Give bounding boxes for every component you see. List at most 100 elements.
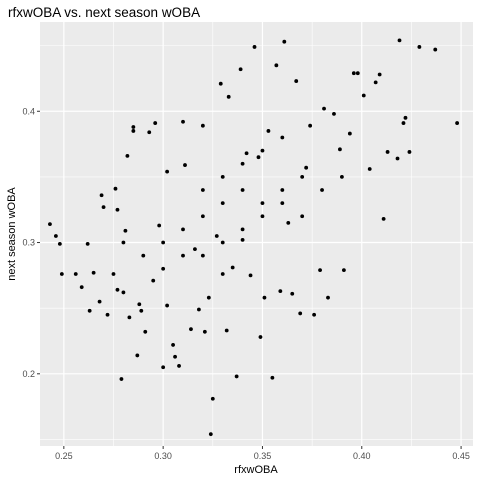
data-point — [220, 201, 225, 206]
data-point — [210, 396, 215, 401]
data-point — [260, 214, 265, 219]
data-point — [308, 123, 313, 128]
x-axis-title: rfxwOBA — [234, 464, 278, 476]
data-point — [373, 80, 378, 85]
data-point — [161, 365, 166, 370]
data-point — [361, 93, 366, 98]
data-point — [407, 150, 412, 154]
data-point — [280, 135, 285, 140]
data-point — [341, 268, 346, 272]
data-point — [367, 167, 372, 171]
data-point — [173, 354, 177, 359]
x-tick-label: 0.40 — [353, 451, 371, 461]
data-point — [131, 129, 136, 133]
data-point — [115, 207, 120, 212]
data-point — [85, 241, 90, 246]
data-point — [161, 240, 166, 245]
data-point — [139, 308, 144, 313]
data-point — [455, 121, 460, 125]
data-point — [181, 253, 185, 258]
data-point — [206, 295, 211, 300]
data-point — [240, 161, 245, 166]
data-point — [240, 188, 245, 192]
data-point — [258, 335, 263, 339]
minor-gridlines — [40, 22, 473, 446]
data-point — [240, 238, 245, 242]
data-point — [238, 67, 243, 72]
plot-panel — [40, 22, 473, 446]
data-point — [153, 121, 158, 125]
data-point — [355, 71, 360, 76]
data-point — [113, 186, 118, 191]
y-axis-title: next season wOBA — [6, 187, 18, 281]
data-point — [105, 312, 110, 317]
data-point — [433, 47, 438, 52]
data-point — [200, 188, 205, 192]
data-point — [220, 240, 225, 245]
y-tick-label: 0.3 — [22, 238, 35, 248]
x-tick-label: 0.30 — [154, 451, 172, 461]
data-point — [224, 328, 229, 333]
data-point — [304, 165, 309, 170]
data-point — [200, 214, 205, 219]
data-point — [141, 253, 146, 258]
data-point — [137, 302, 142, 307]
data-point — [417, 45, 422, 49]
data-point — [300, 174, 305, 179]
data-point — [73, 272, 78, 276]
data-point — [401, 121, 406, 125]
data-point — [183, 163, 187, 167]
data-point — [322, 106, 326, 111]
data-point — [196, 307, 201, 312]
data-point — [280, 201, 285, 206]
x-axis-ticks: 0.25 0.30 0.35 0.40 0.45 — [55, 446, 470, 461]
data-point — [127, 315, 132, 320]
data-point — [121, 240, 126, 245]
data-point — [298, 311, 303, 316]
data-point — [119, 377, 124, 381]
data-point — [157, 223, 162, 228]
data-point — [300, 214, 305, 219]
data-point — [381, 217, 386, 221]
data-point — [161, 266, 166, 271]
data-point — [151, 278, 156, 283]
data-point — [403, 115, 408, 120]
data-point — [121, 290, 126, 295]
data-point — [260, 148, 265, 153]
x-tick-label: 0.25 — [55, 451, 73, 461]
data-point — [48, 222, 52, 227]
data-point — [397, 38, 402, 43]
data-point — [256, 155, 261, 160]
data-point — [131, 125, 136, 129]
data-point — [165, 303, 170, 308]
data-point — [220, 272, 225, 276]
data-point — [202, 329, 207, 334]
data-point — [91, 270, 96, 275]
data-point — [278, 289, 283, 294]
data-point — [79, 285, 84, 290]
x-tick-label: 0.35 — [254, 451, 272, 461]
data-point — [226, 94, 231, 99]
data-point — [262, 295, 267, 300]
data-point — [193, 247, 197, 251]
data-point — [347, 131, 352, 136]
data-point — [189, 327, 193, 332]
data-point — [351, 71, 356, 76]
data-point — [280, 188, 285, 192]
data-point — [200, 253, 205, 258]
data-point — [282, 39, 287, 44]
data-point — [214, 234, 219, 238]
data-point — [101, 205, 106, 209]
data-point — [244, 151, 249, 156]
data-point — [59, 272, 64, 276]
chart-title: rfxwOBA vs. next season wOBA — [8, 5, 201, 20]
data-point — [165, 169, 170, 174]
data-point — [208, 432, 213, 437]
data-point — [252, 45, 257, 49]
data-point — [53, 234, 58, 238]
data-point — [340, 174, 344, 179]
data-point — [87, 308, 92, 313]
data-point — [338, 147, 342, 152]
